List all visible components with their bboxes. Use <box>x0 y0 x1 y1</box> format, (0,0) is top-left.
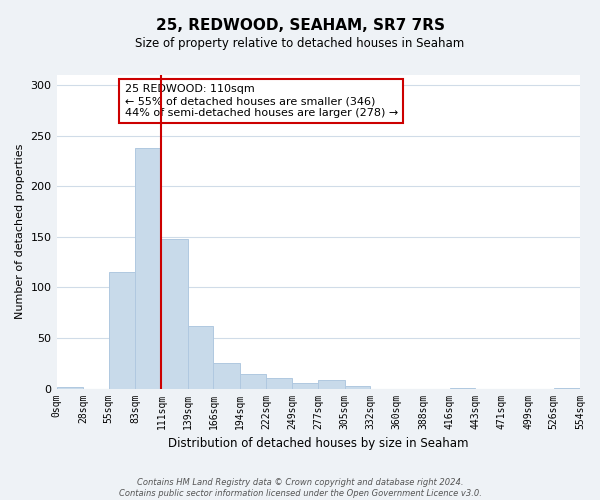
X-axis label: Distribution of detached houses by size in Seaham: Distribution of detached houses by size … <box>168 437 469 450</box>
Bar <box>214 364 240 388</box>
Bar <box>292 384 318 388</box>
Text: Size of property relative to detached houses in Seaham: Size of property relative to detached ho… <box>136 38 464 51</box>
Bar <box>188 326 214 388</box>
Text: 25 REDWOOD: 110sqm
← 55% of detached houses are smaller (346)
44% of semi-detach: 25 REDWOOD: 110sqm ← 55% of detached hou… <box>125 84 398 117</box>
Bar <box>161 239 188 388</box>
Bar <box>109 272 135 388</box>
Y-axis label: Number of detached properties: Number of detached properties <box>15 144 25 320</box>
Bar <box>345 386 370 388</box>
Bar <box>135 148 161 388</box>
Text: 25, REDWOOD, SEAHAM, SR7 7RS: 25, REDWOOD, SEAHAM, SR7 7RS <box>155 18 445 32</box>
Bar <box>56 386 83 388</box>
Bar <box>318 380 345 388</box>
Bar <box>240 374 266 388</box>
Text: Contains HM Land Registry data © Crown copyright and database right 2024.
Contai: Contains HM Land Registry data © Crown c… <box>119 478 481 498</box>
Bar <box>266 378 292 388</box>
